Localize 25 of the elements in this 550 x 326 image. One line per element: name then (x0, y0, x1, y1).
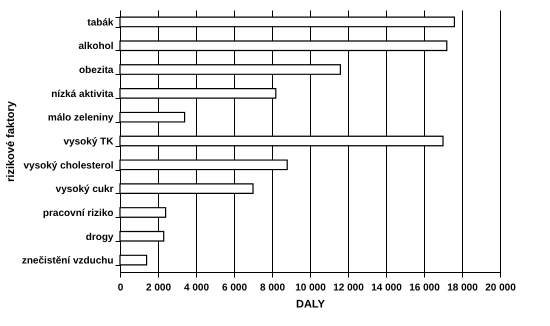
x-tick-label: 6 000 (222, 282, 248, 294)
x-tick-label: 14 000 (371, 282, 402, 294)
x-tick-label: 18 000 (447, 282, 478, 294)
y-tick-label: drogy (86, 232, 114, 243)
x-tick-label: 0 (118, 282, 124, 294)
x-tick-label: 2 000 (146, 282, 172, 294)
bar (119, 254, 148, 266)
y-tick-label: alkohol (78, 41, 114, 52)
x-tick-label: 4 000 (184, 282, 210, 294)
y-tick-label: pracovní riziko (42, 208, 114, 219)
x-tick-label: 10 000 (295, 282, 326, 294)
y-tick-label: nízká aktivita (51, 88, 114, 100)
x-tick-label: 20 000 (485, 282, 516, 294)
y-tick-label: vysoký cukr (56, 184, 114, 196)
x-axis-title: DALY (296, 298, 326, 310)
x-tick-label: 8 000 (260, 282, 286, 294)
y-tick-label: vysoký cholesterol (23, 160, 114, 172)
x-tick-label: 12 000 (333, 282, 364, 294)
y-tick-label: málo zeleniny (48, 112, 114, 124)
y-tick-label: tabák (87, 17, 114, 28)
y-tick-label: vysoký TK (63, 136, 114, 148)
x-tick-label: 16 000 (409, 282, 440, 294)
y-axis-title: rizikové faktory (4, 100, 17, 182)
y-tick-label: znečistění vzduchu (22, 256, 114, 267)
y-tick-label: obezita (79, 65, 114, 76)
